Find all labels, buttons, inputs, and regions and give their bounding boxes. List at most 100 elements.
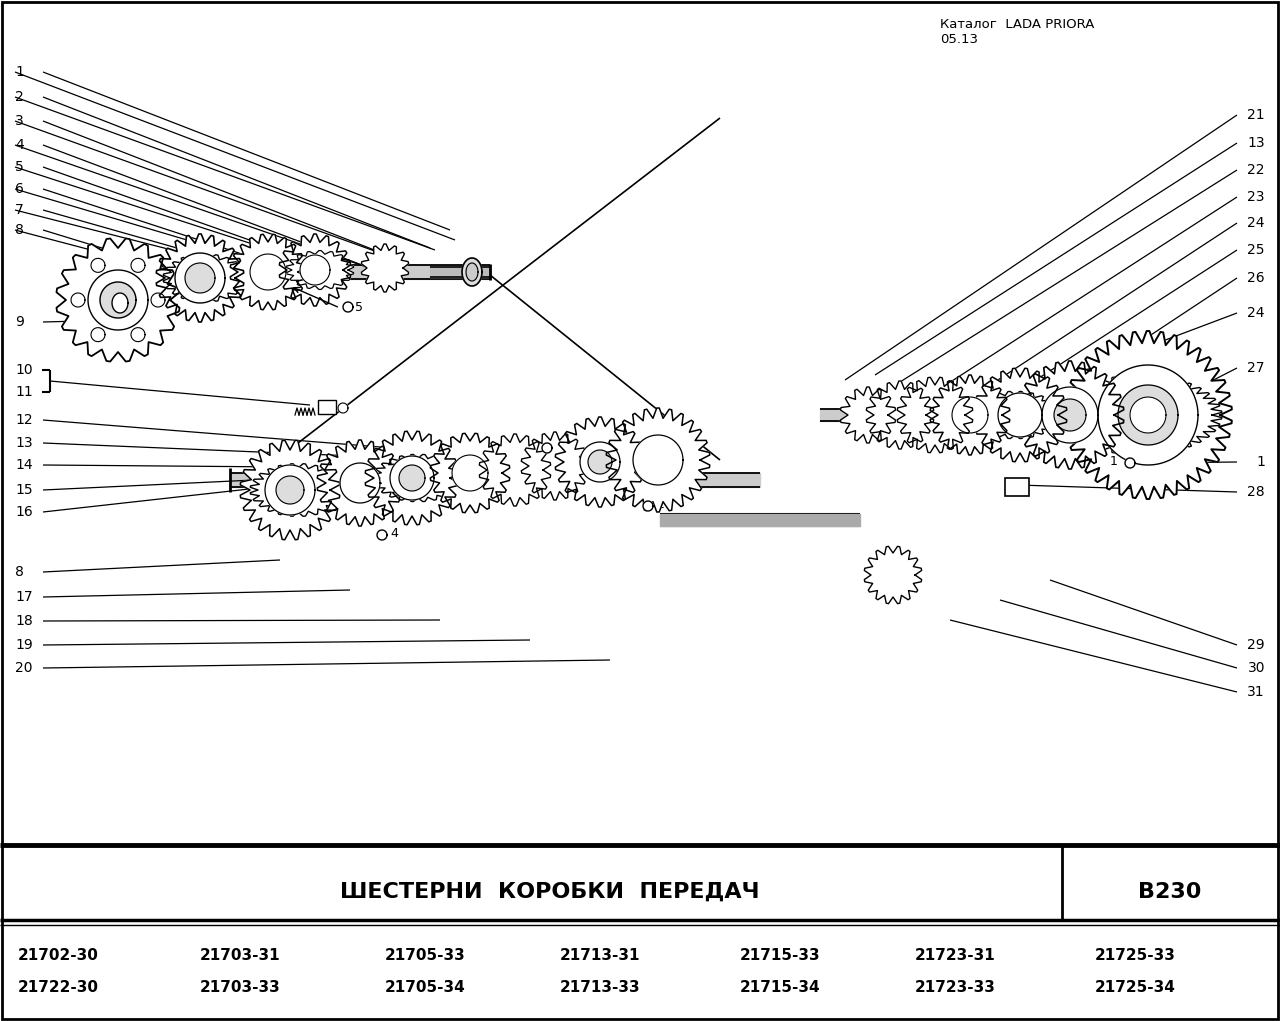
Text: 7: 7 (15, 203, 24, 217)
Polygon shape (300, 255, 330, 285)
Polygon shape (897, 378, 973, 452)
Text: 24: 24 (1248, 306, 1265, 320)
Text: 1: 1 (15, 65, 24, 79)
Text: 12: 12 (15, 414, 32, 427)
Text: 14: 14 (15, 458, 32, 472)
Polygon shape (556, 417, 645, 507)
Polygon shape (634, 435, 684, 485)
Polygon shape (186, 263, 215, 293)
Text: 6: 6 (15, 182, 24, 196)
Text: 21722-30: 21722-30 (18, 979, 99, 994)
Text: 2: 2 (657, 497, 664, 510)
Polygon shape (1064, 331, 1231, 499)
Polygon shape (70, 293, 84, 307)
Polygon shape (56, 239, 179, 361)
Polygon shape (91, 328, 105, 342)
Text: 1: 1 (1256, 455, 1265, 469)
Text: 30: 30 (1248, 661, 1265, 675)
Polygon shape (343, 302, 353, 312)
Text: 23: 23 (1248, 190, 1265, 204)
Text: 17: 17 (15, 590, 32, 604)
Text: 29: 29 (1248, 638, 1265, 652)
Polygon shape (588, 450, 612, 474)
Polygon shape (276, 476, 305, 504)
Text: 21713-31: 21713-31 (561, 947, 640, 963)
Polygon shape (1053, 399, 1085, 431)
Text: 1: 1 (1110, 454, 1117, 468)
Polygon shape (88, 270, 148, 330)
Polygon shape (841, 387, 896, 443)
Text: 19: 19 (15, 638, 33, 652)
Polygon shape (479, 434, 550, 506)
Polygon shape (1016, 361, 1124, 469)
Text: 21715-33: 21715-33 (740, 947, 820, 963)
Polygon shape (365, 431, 458, 525)
Polygon shape (340, 463, 380, 503)
Text: 21715-34: 21715-34 (740, 979, 820, 994)
Polygon shape (931, 375, 1010, 455)
Polygon shape (399, 465, 425, 491)
Polygon shape (175, 253, 225, 303)
Polygon shape (1098, 364, 1198, 465)
Text: 21: 21 (1248, 108, 1265, 121)
Text: 27: 27 (1248, 361, 1265, 375)
Text: 21725-34: 21725-34 (1094, 979, 1176, 994)
Text: 15: 15 (15, 483, 32, 497)
Polygon shape (952, 397, 988, 433)
Text: 24: 24 (1248, 216, 1265, 230)
Polygon shape (867, 381, 933, 449)
Polygon shape (452, 455, 488, 491)
Polygon shape (430, 433, 509, 513)
Text: 3: 3 (15, 114, 24, 128)
Polygon shape (1125, 458, 1135, 468)
Polygon shape (580, 442, 620, 482)
Text: 22: 22 (1248, 163, 1265, 177)
Text: 21713-33: 21713-33 (561, 979, 640, 994)
Bar (317, 400, 335, 414)
Bar (1005, 478, 1029, 496)
Text: 5: 5 (15, 160, 24, 174)
Text: 5: 5 (355, 300, 364, 313)
Text: 8: 8 (15, 565, 24, 579)
Text: 4: 4 (390, 527, 398, 539)
Text: 28: 28 (1248, 485, 1265, 499)
Text: 21703-33: 21703-33 (200, 979, 280, 994)
Polygon shape (279, 234, 351, 306)
Polygon shape (521, 432, 589, 500)
Polygon shape (230, 234, 306, 309)
Text: 25: 25 (1248, 243, 1265, 257)
Polygon shape (390, 456, 434, 500)
Text: 2: 2 (15, 90, 24, 104)
Polygon shape (462, 258, 483, 286)
Text: 20: 20 (15, 661, 32, 675)
Polygon shape (156, 234, 243, 322)
Polygon shape (131, 258, 145, 273)
Text: 26: 26 (1248, 271, 1265, 285)
Text: В230: В230 (1138, 882, 1202, 902)
Text: Каталог  LADA PRIORA
05.13: Каталог LADA PRIORA 05.13 (940, 18, 1094, 46)
Polygon shape (131, 328, 145, 342)
Text: 31: 31 (1248, 685, 1265, 699)
Text: 21703-31: 21703-31 (200, 947, 280, 963)
Text: 18: 18 (15, 614, 33, 628)
Polygon shape (241, 440, 339, 540)
Polygon shape (643, 501, 653, 510)
Text: ШЕСТЕРНИ  КОРОБКИ  ПЕРЕДАЧ: ШЕСТЕРНИ КОРОБКИ ПЕРЕДАЧ (340, 882, 760, 902)
Polygon shape (541, 443, 552, 453)
Polygon shape (1130, 397, 1166, 433)
Polygon shape (113, 293, 128, 313)
Polygon shape (338, 403, 348, 414)
Polygon shape (466, 263, 477, 281)
Polygon shape (91, 258, 105, 273)
Polygon shape (265, 465, 315, 515)
Polygon shape (100, 282, 136, 318)
Text: 16: 16 (15, 505, 33, 519)
Polygon shape (361, 244, 408, 292)
Polygon shape (607, 408, 709, 512)
Polygon shape (250, 254, 285, 290)
Text: 3: 3 (553, 438, 561, 451)
Polygon shape (374, 454, 463, 501)
Text: 8: 8 (15, 223, 24, 237)
Polygon shape (1059, 375, 1222, 455)
Text: 21725-33: 21725-33 (1094, 947, 1176, 963)
